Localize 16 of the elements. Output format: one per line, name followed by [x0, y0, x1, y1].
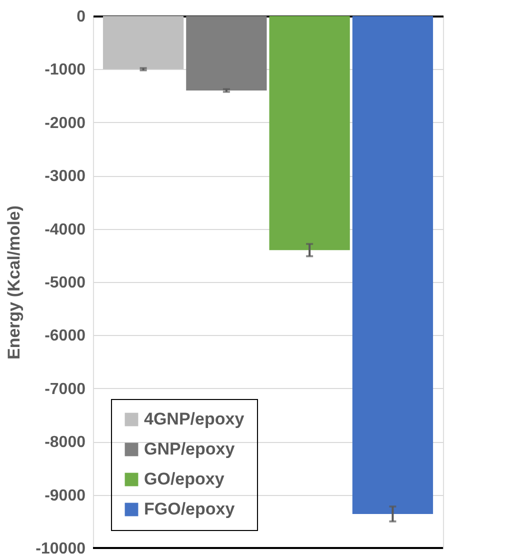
y-tick-label: -7000	[44, 380, 86, 398]
y-tick-label: -3000	[44, 168, 86, 186]
y-tick-label: 0	[76, 8, 86, 26]
y-tick-label: -8000	[44, 434, 86, 452]
y-tick-label: -2000	[44, 114, 86, 132]
y-tick-label: -6000	[44, 328, 86, 345]
y-tick-label: -10000	[36, 540, 86, 556]
legend-label: FGO/epoxy	[144, 500, 236, 518]
legend-label: GO/epoxy	[144, 470, 225, 488]
y-tick-label: -5000	[44, 274, 86, 292]
y-axis-title: Energy (Kcal/mole)	[4, 206, 24, 360]
legend-label: 4GNP/epoxy	[144, 410, 245, 428]
legend-label: GNP/epoxy	[144, 440, 236, 458]
y-tick-label: -9000	[44, 487, 86, 504]
y-tick-label: -4000	[44, 221, 86, 238]
y-tick-label: -1000	[44, 62, 86, 79]
